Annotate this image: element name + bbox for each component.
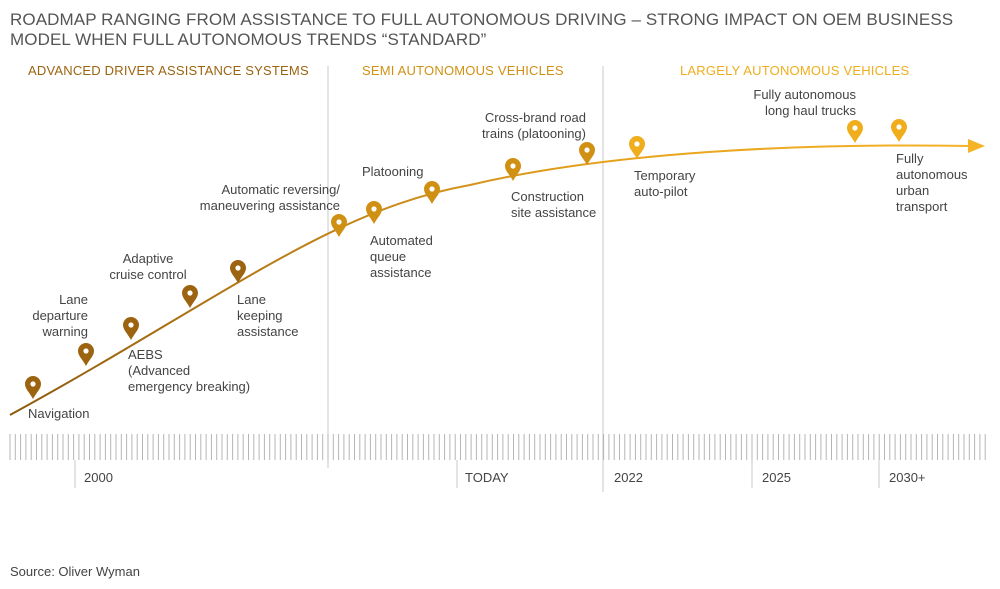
milestone-label-aebs: AEBS (Advanced emergency breaking)	[128, 347, 251, 394]
milestone-label-cross-brand-road-trains: Cross-brand road trains (platooning)	[481, 110, 586, 141]
map-pin-icon-cross-brand-road-trains	[579, 142, 595, 165]
timeline-label-2022: 2022	[614, 470, 643, 485]
map-pin-icon-construction-site-assistance	[505, 158, 521, 181]
phase-label-adas: ADVANCED DRIVER ASSISTANCE SYSTEMS	[28, 63, 309, 78]
map-pin-icon-platooning	[424, 181, 440, 204]
timeline-ticks	[9, 434, 986, 488]
milestone-label-automatic-reversing: Automatic reversing/ maneuvering assista…	[199, 182, 340, 213]
milestone-label-construction-site-assistance: Construction site assistance	[511, 189, 597, 220]
milestone-label-automated-queue-assistance: Automated queue assistance	[370, 233, 433, 280]
map-pin-icon-automated-queue-assistance	[366, 201, 382, 224]
milestone-label-platooning: Platooning	[362, 164, 424, 179]
timeline-label-today: TODAY	[465, 470, 509, 485]
milestone-label-temporary-auto-pilot: Temporary auto-pilot	[634, 168, 696, 199]
curve-arrowhead	[968, 139, 985, 153]
map-pin-icon-fully-autonomous-long-haul-trucks	[847, 120, 863, 143]
roadmap-curve	[9, 144, 971, 416]
timeline-label-2030: 2030+	[889, 470, 926, 485]
phase-label-largely-autonomous: LARGELY AUTONOMOUS VEHICLES	[680, 63, 910, 78]
milestone-label-fully-autonomous-long-haul-trucks: Fully autonomous long haul trucks	[753, 87, 856, 118]
page-title: ROADMAP RANGING FROM ASSISTANCE TO FULL …	[10, 10, 954, 49]
map-pin-icon-adaptive-cruise-control	[182, 285, 198, 308]
map-pin-icon-lane-departure-warning	[78, 343, 94, 366]
milestone-label-fully-autonomous-urban-transport: Fully autonomous urban transport	[896, 151, 968, 214]
milestone-label-adaptive-cruise-control: Adaptive cruise control	[109, 251, 187, 282]
milestone-label-lane-departure-warning: Lane departure warning	[32, 292, 88, 339]
map-pin-icon-aebs	[123, 317, 139, 340]
milestone-label-navigation: Navigation	[28, 406, 90, 421]
map-pin-icon-navigation	[25, 376, 41, 399]
timeline-label-2025: 2025	[762, 470, 791, 485]
map-pin-icon-fully-autonomous-urban-transport	[891, 119, 907, 142]
map-pin-icon-automatic-reversing	[331, 214, 347, 237]
milestone-label-lane-keeping-assistance: Lane keeping assistance	[237, 292, 299, 339]
phase-label-semi-autonomous: SEMI AUTONOMOUS VEHICLES	[362, 63, 564, 78]
milestone-pins	[25, 119, 907, 399]
map-pin-icon-lane-keeping-assistance	[230, 260, 246, 283]
timeline-label-2000: 2000	[84, 470, 113, 485]
map-pin-icon-temporary-auto-pilot	[629, 136, 645, 159]
source-note: Source: Oliver Wyman	[10, 564, 140, 579]
